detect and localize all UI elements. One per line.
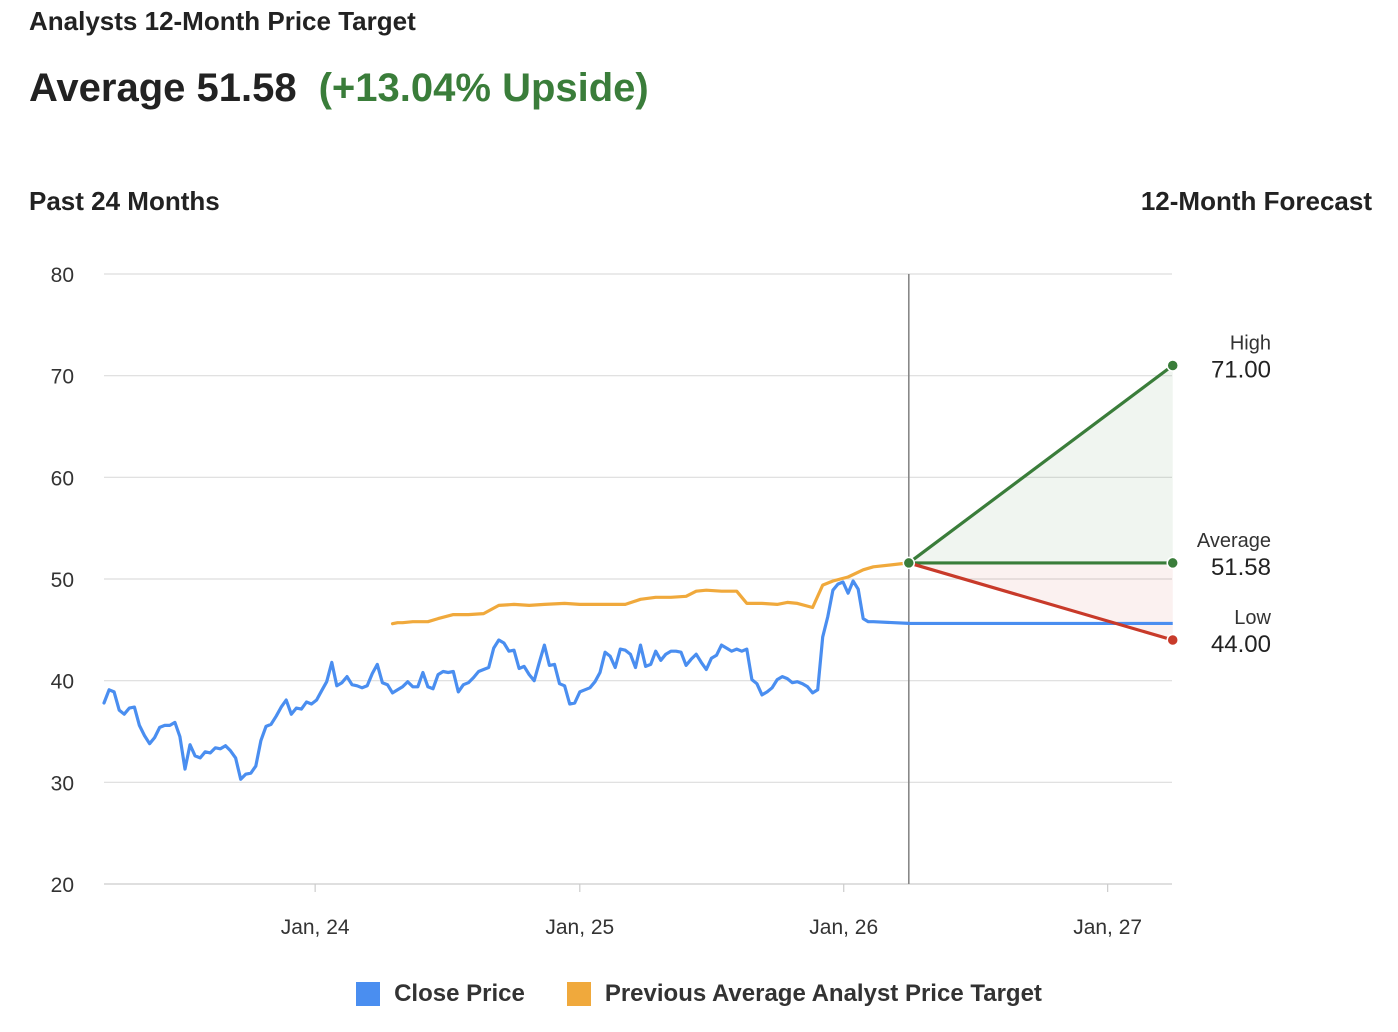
forecast-average-name: Average (1197, 530, 1271, 552)
forecast-average-point (1166, 556, 1179, 570)
price-target-headline: Average 51.58 (+13.04% Upside) (29, 66, 649, 111)
past-period-label: Past 24 Months (29, 186, 220, 216)
forecast-high-name: High (1230, 333, 1271, 355)
chart-subtitle: Analysts 12-Month Price Target (29, 6, 416, 36)
y-tick-label-60: 60 (51, 467, 74, 490)
average-target-value: Average 51.58 (29, 66, 297, 110)
legend-swatch-previous-target (566, 982, 591, 1006)
upside-percent: (+13.04% Upside) (318, 66, 649, 110)
forecast-high-value: 71.00 (1211, 357, 1271, 384)
legend-label-close-price: Close Price (394, 980, 525, 1007)
x-tick-label-jan27: Jan, 27 (1073, 916, 1142, 939)
forecast-low-value: 44.00 (1211, 631, 1271, 658)
y-tick-label-30: 30 (51, 772, 74, 795)
forecast-high-point (1166, 359, 1179, 372)
close-price-line (102, 579, 911, 781)
forecast-period-label: 12-Month Forecast (1140, 186, 1372, 216)
y-tick-label-70: 70 (51, 366, 74, 389)
legend-swatch-close-price (356, 982, 381, 1006)
chart-legend: Close Price Previous Average Analyst Pri… (0, 980, 1398, 1008)
previous-target-line (390, 561, 911, 626)
x-tick-label-jan26: Jan, 26 (809, 916, 878, 939)
x-tick-label-jan24: Jan, 24 (281, 916, 350, 939)
y-tick-label-40: 40 (51, 671, 74, 694)
y-tick-label-20: 20 (51, 874, 74, 897)
forecast-low-line (908, 561, 1174, 642)
forecast-low-name: Low (1234, 607, 1271, 629)
y-tick-label-50: 50 (51, 569, 74, 592)
x-tick-label-jan25: Jan, 25 (545, 916, 614, 939)
forecast-start-point (902, 556, 916, 570)
legend-item-previous-target[interactable]: Previous Average Analyst Price Target (566, 980, 1042, 1008)
forecast-high-line (907, 364, 1174, 565)
legend-label-previous-target: Previous Average Analyst Price Target (604, 980, 1042, 1007)
legend-item-close-price[interactable]: Close Price (356, 980, 525, 1008)
forecast-average-value: 51.58 (1211, 554, 1271, 581)
y-tick-label-80: 80 (51, 264, 74, 287)
forecast-low-point (1166, 633, 1179, 647)
